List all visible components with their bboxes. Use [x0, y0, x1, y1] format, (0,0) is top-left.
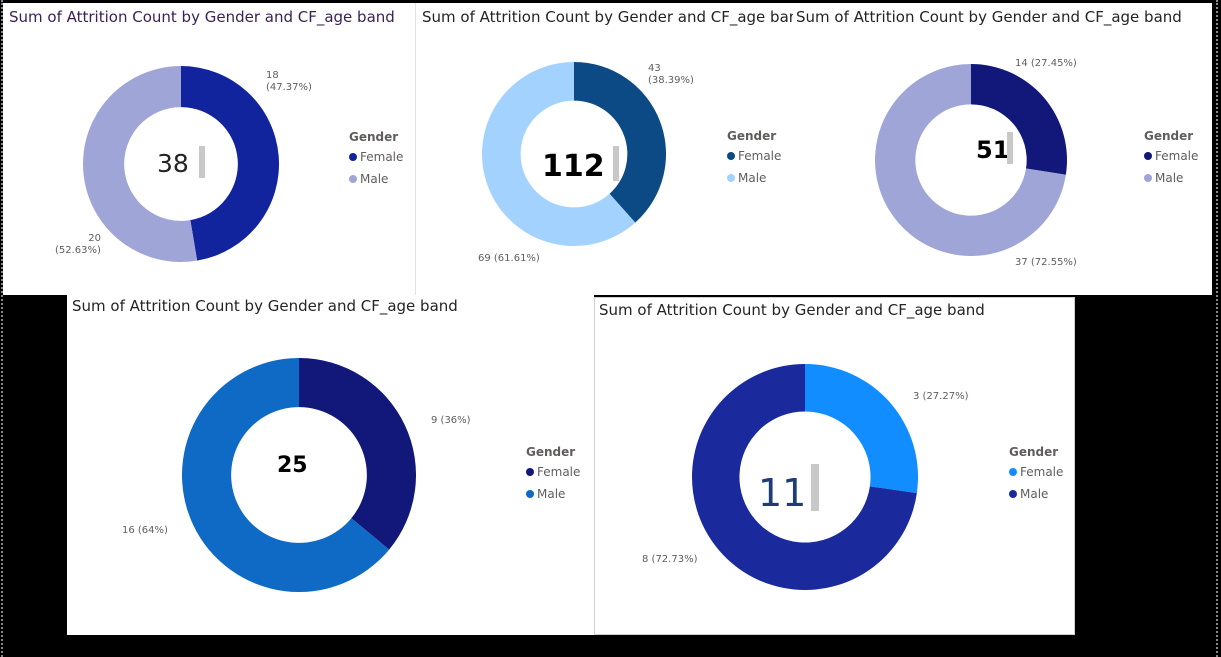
data-label-male: 8 (72.73%): [642, 554, 698, 565]
donut-chart[interactable]: [482, 62, 666, 246]
data-label-male: 16 (64%): [122, 525, 168, 536]
legend-dot-male: [1009, 490, 1017, 498]
legend-item-male[interactable]: Male: [1009, 487, 1063, 501]
legend-label: Male: [1020, 487, 1049, 501]
legend-dot-male: [349, 175, 357, 183]
donut-chart[interactable]: [182, 358, 416, 592]
canvas-left-border: [1, 0, 3, 657]
chart-title: Sum of Attrition Count by Gender and CF_…: [599, 301, 985, 319]
chart-title: Sum of Attrition Count by Gender and CF_…: [72, 297, 458, 315]
chart-title: Sum of Attrition Count by Gender and CF_…: [796, 8, 1182, 26]
legend-label: Female: [1155, 149, 1199, 163]
legend-item-male[interactable]: Male: [1144, 171, 1198, 185]
chart-panel-2[interactable]: Sum of Attrition Count by Gender and CF_…: [416, 3, 808, 295]
legend-dot-male: [727, 174, 735, 182]
legend-label: Male: [360, 172, 389, 186]
donut-chart[interactable]: [692, 364, 918, 590]
donut-chart[interactable]: [875, 64, 1067, 256]
center-value-bar: [811, 464, 819, 511]
center-value: 25: [277, 453, 308, 478]
slice-female[interactable]: [805, 364, 918, 494]
center-value: 11: [758, 471, 807, 515]
legend: Gender Female Male: [1009, 445, 1063, 509]
data-label-female: 43 (38.39%): [648, 63, 694, 86]
center-value-bar: [199, 146, 205, 178]
legend: Gender Female Male: [349, 130, 403, 194]
legend-dot-male: [526, 490, 534, 498]
center-value: 112: [542, 149, 605, 184]
legend-title: Gender: [526, 445, 576, 459]
chart-panel-4[interactable]: Sum of Attrition Count by Gender and CF_…: [67, 295, 594, 635]
legend: Gender Female Male: [526, 445, 580, 509]
chart-panel-3[interactable]: Sum of Attrition Count by Gender and CF_…: [793, 3, 1212, 295]
legend-dot-female: [727, 152, 735, 160]
data-label-male: 69 (61.61%): [478, 253, 540, 264]
legend-label: Male: [1155, 171, 1184, 185]
legend-item-male[interactable]: Male: [526, 487, 580, 501]
legend-label: Female: [360, 150, 404, 164]
slice-female[interactable]: [299, 358, 416, 550]
legend-dot-female: [1009, 468, 1017, 476]
legend-title: Gender: [1144, 129, 1194, 143]
legend-dot-female: [1144, 152, 1152, 160]
donut-chart[interactable]: [83, 66, 279, 262]
legend-dot-male: [1144, 174, 1152, 182]
center-value: 51: [976, 136, 1010, 164]
slice-female[interactable]: [181, 66, 279, 261]
legend-item-female[interactable]: Female: [349, 150, 403, 164]
legend-label: Female: [1020, 465, 1064, 479]
data-label-female: 18 (47.37%): [266, 70, 312, 93]
chart-title: Sum of Attrition Count by Gender and CF_…: [9, 8, 395, 26]
data-label-female: 3 (27.27%): [913, 391, 969, 402]
legend-dot-female: [526, 468, 534, 476]
legend-item-female[interactable]: Female: [1144, 149, 1198, 163]
slice-male[interactable]: [482, 62, 636, 246]
legend-label: Male: [537, 487, 566, 501]
legend-title: Gender: [727, 129, 777, 143]
legend: Gender Female Male: [727, 129, 781, 193]
legend-item-male[interactable]: Male: [727, 171, 781, 185]
slice-male[interactable]: [83, 66, 198, 262]
legend-title: Gender: [1009, 445, 1059, 459]
center-value-bar: [613, 146, 619, 181]
center-value-bar: [1007, 132, 1013, 164]
legend-dot-female: [349, 153, 357, 161]
canvas-right-border: [1216, 0, 1218, 657]
legend: Gender Female Male: [1144, 129, 1198, 193]
chart-panel-1[interactable]: Sum of Attrition Count by Gender and CF_…: [3, 3, 415, 295]
legend-item-male[interactable]: Male: [349, 172, 403, 186]
slice-male[interactable]: [875, 64, 1066, 256]
data-label-female: 9 (36%): [431, 415, 471, 426]
center-value: 38: [157, 149, 189, 178]
legend-label: Female: [738, 149, 782, 163]
data-label-female: 14 (27.45%): [1015, 58, 1077, 69]
slice-female[interactable]: [574, 62, 666, 223]
legend-item-female[interactable]: Female: [526, 465, 580, 479]
legend-label: Female: [537, 465, 581, 479]
data-label-male: 37 (72.55%): [1015, 257, 1077, 268]
slice-male[interactable]: [182, 358, 390, 592]
legend-title: Gender: [349, 130, 399, 144]
legend-label: Male: [738, 171, 767, 185]
legend-item-female[interactable]: Female: [727, 149, 781, 163]
chart-title: Sum of Attrition Count by Gender and CF_…: [422, 8, 808, 26]
legend-item-female[interactable]: Female: [1009, 465, 1063, 479]
panel-divider: [415, 3, 416, 295]
slice-male[interactable]: [692, 364, 917, 590]
chart-panel-5[interactable]: Sum of Attrition Count by Gender and CF_…: [594, 297, 1075, 635]
slice-female[interactable]: [971, 64, 1067, 175]
data-label-male: 20 (52.63%): [55, 233, 101, 256]
